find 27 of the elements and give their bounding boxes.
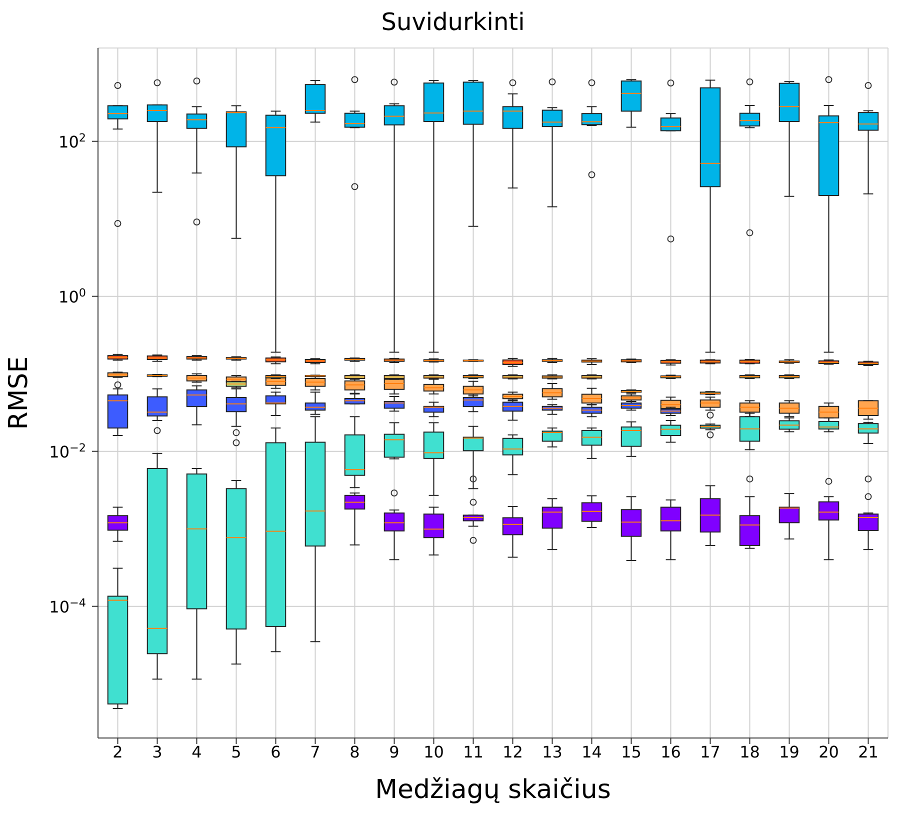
- y-tick-label: 10$^{−4}$: [49, 596, 86, 616]
- x-tick-label: 5: [231, 742, 242, 762]
- x-tick-label: 6: [270, 742, 281, 762]
- x-tick-label: 4: [192, 742, 202, 762]
- x-tick-label: 14: [582, 742, 602, 762]
- y-tick-label: 10$^{0}$: [58, 286, 86, 306]
- x-tick-label: 3: [152, 742, 162, 762]
- x-tick-label: 16: [660, 742, 681, 762]
- x-tick-label: 20: [818, 742, 839, 762]
- x-tick-label: 19: [779, 742, 800, 762]
- x-tick-label: 17: [700, 742, 720, 762]
- x-tick-label: 12: [502, 742, 523, 762]
- y-tick-label: 10$^{2}$: [58, 130, 86, 152]
- x-tick-label: 2: [112, 742, 123, 762]
- x-tick-label: 11: [463, 742, 484, 762]
- chart-title: Suvidurkinti: [380, 8, 526, 36]
- y-tick-label: 10$^{−2}$: [49, 440, 86, 462]
- x-tick-label: 8: [350, 742, 360, 762]
- x-tick-label: 13: [542, 742, 562, 762]
- x-axis-title: Medžiagų skaičius: [375, 775, 611, 805]
- x-tick-label: 15: [621, 742, 642, 762]
- x-tick-label: 18: [740, 742, 760, 762]
- x-tick-label: 10: [424, 742, 444, 762]
- x-tick-label: 7: [310, 742, 320, 762]
- x-tick-label: 9: [389, 742, 400, 762]
- y-axis-title: RMSE: [4, 356, 34, 430]
- x-tick-label: 21: [858, 742, 878, 762]
